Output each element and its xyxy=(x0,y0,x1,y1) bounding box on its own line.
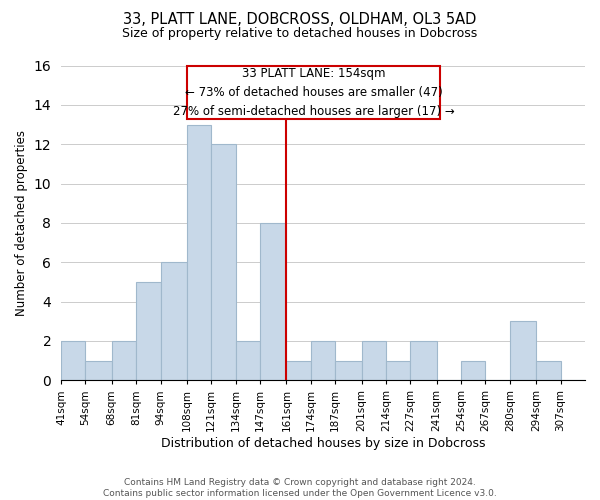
Text: 33 PLATT LANE: 154sqm
← 73% of detached houses are smaller (47)
27% of semi-deta: 33 PLATT LANE: 154sqm ← 73% of detached … xyxy=(173,66,454,118)
Bar xyxy=(85,360,112,380)
Text: Size of property relative to detached houses in Dobcross: Size of property relative to detached ho… xyxy=(122,28,478,40)
Bar xyxy=(187,124,211,380)
Text: 33, PLATT LANE, DOBCROSS, OLDHAM, OL3 5AD: 33, PLATT LANE, DOBCROSS, OLDHAM, OL3 5A… xyxy=(124,12,476,28)
Bar xyxy=(112,341,136,380)
Bar xyxy=(536,360,560,380)
Y-axis label: Number of detached properties: Number of detached properties xyxy=(15,130,28,316)
Bar xyxy=(461,360,485,380)
Bar xyxy=(211,144,236,380)
Bar xyxy=(386,360,410,380)
Bar xyxy=(510,322,536,380)
Text: Contains HM Land Registry data © Crown copyright and database right 2024.
Contai: Contains HM Land Registry data © Crown c… xyxy=(103,478,497,498)
Bar xyxy=(286,360,311,380)
Bar xyxy=(236,341,260,380)
Bar xyxy=(410,341,437,380)
Bar xyxy=(362,341,386,380)
Bar xyxy=(260,223,286,380)
Bar xyxy=(136,282,161,380)
Bar xyxy=(61,341,85,380)
Bar xyxy=(311,341,335,380)
Bar xyxy=(161,262,187,380)
X-axis label: Distribution of detached houses by size in Dobcross: Distribution of detached houses by size … xyxy=(161,437,485,450)
Bar xyxy=(335,360,362,380)
